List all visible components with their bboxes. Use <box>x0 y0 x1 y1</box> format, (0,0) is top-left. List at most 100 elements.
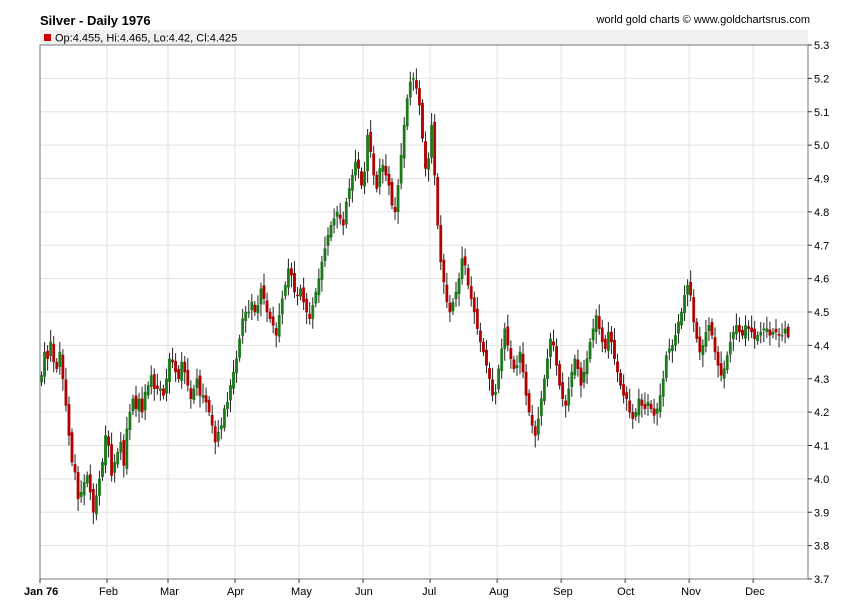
candle <box>171 347 174 369</box>
candle <box>594 309 598 344</box>
candle-body <box>268 311 272 319</box>
candle-body <box>463 256 467 266</box>
candle <box>238 334 242 362</box>
y-tick-label: 5.3 <box>814 40 829 52</box>
candle-body <box>61 354 65 379</box>
candle <box>731 326 735 352</box>
candle-body <box>469 286 473 299</box>
candle <box>652 398 656 424</box>
candle <box>317 268 321 303</box>
candle-body <box>177 368 181 379</box>
candle <box>366 129 370 183</box>
candle <box>439 215 443 270</box>
y-tick-label: 3.8 <box>814 541 829 553</box>
candle <box>707 317 711 342</box>
candle <box>436 173 440 230</box>
candle-body <box>741 329 744 336</box>
candle <box>229 379 232 413</box>
candle <box>186 358 190 392</box>
candle <box>421 99 424 143</box>
ohlc-legend-marker-icon <box>44 34 51 41</box>
x-tick-label: Sep <box>553 586 573 598</box>
candle <box>478 322 482 353</box>
candle <box>73 454 77 481</box>
candle-body <box>155 385 159 389</box>
candle <box>750 315 754 339</box>
candle <box>475 296 479 335</box>
x-tick-label: Jun <box>355 586 373 598</box>
ohlc-legend-text: Op:4.455, Hi:4.465, Lo:4.42, Cl:4.425 <box>55 33 237 45</box>
candle <box>591 318 595 349</box>
candle-body <box>286 268 290 288</box>
candle <box>582 360 586 389</box>
candle-body <box>634 411 638 417</box>
candle-body <box>91 489 95 513</box>
candle-body <box>332 218 336 226</box>
candle <box>524 364 528 406</box>
candle-body <box>262 285 266 299</box>
candle-body <box>570 371 574 387</box>
candle <box>418 80 421 116</box>
candle-body <box>393 207 397 213</box>
candle <box>354 149 357 182</box>
candle-body <box>180 361 184 381</box>
candle-body <box>652 408 656 416</box>
candle <box>451 297 455 316</box>
candle-body <box>58 351 62 367</box>
candle-body <box>128 411 132 431</box>
candle <box>777 328 781 348</box>
candle-body <box>143 391 147 411</box>
candle <box>606 322 610 359</box>
x-tick-label: Jan 76 <box>24 586 58 598</box>
candle-body <box>567 388 571 406</box>
y-tick-label: 4.6 <box>814 274 829 286</box>
chart-title: Silver - Daily 1976 <box>40 13 151 28</box>
candle-body <box>216 431 220 442</box>
candle <box>579 361 583 398</box>
candle <box>530 405 534 434</box>
candle-body <box>546 358 549 379</box>
candle <box>293 261 296 298</box>
candle <box>482 338 485 357</box>
candle <box>396 179 400 224</box>
candle <box>76 466 80 511</box>
candle <box>716 346 720 378</box>
candle <box>734 313 738 341</box>
candle <box>466 264 470 290</box>
candle <box>375 171 379 193</box>
candle <box>104 425 107 474</box>
candle <box>564 394 568 418</box>
candle-body <box>674 335 677 346</box>
candle <box>372 145 376 186</box>
candle-body <box>174 360 178 373</box>
candle <box>134 385 138 417</box>
candle-body <box>756 335 760 341</box>
candle <box>143 384 147 421</box>
candle-body <box>363 171 366 187</box>
candle <box>603 335 607 353</box>
candle-body <box>192 388 196 400</box>
candle-body <box>329 225 333 238</box>
candle-body <box>408 81 412 98</box>
candle <box>189 380 193 409</box>
candle <box>271 306 275 334</box>
candle <box>283 281 287 300</box>
candle <box>558 360 562 390</box>
candle-body <box>628 400 632 413</box>
y-tick-label: 5.0 <box>814 140 829 152</box>
candle-body <box>280 298 284 315</box>
candle-body <box>64 379 68 406</box>
candle <box>646 394 650 416</box>
candle-body <box>591 328 595 341</box>
candle-body <box>347 188 351 200</box>
candle-body <box>350 174 354 191</box>
candle <box>52 336 56 373</box>
candle <box>469 276 473 307</box>
candle-body <box>667 348 671 353</box>
candle-body <box>110 444 114 476</box>
candle-body <box>302 287 306 303</box>
candle-body <box>76 472 80 500</box>
candle <box>222 404 226 432</box>
candle <box>786 323 790 339</box>
candle-body <box>445 284 449 303</box>
